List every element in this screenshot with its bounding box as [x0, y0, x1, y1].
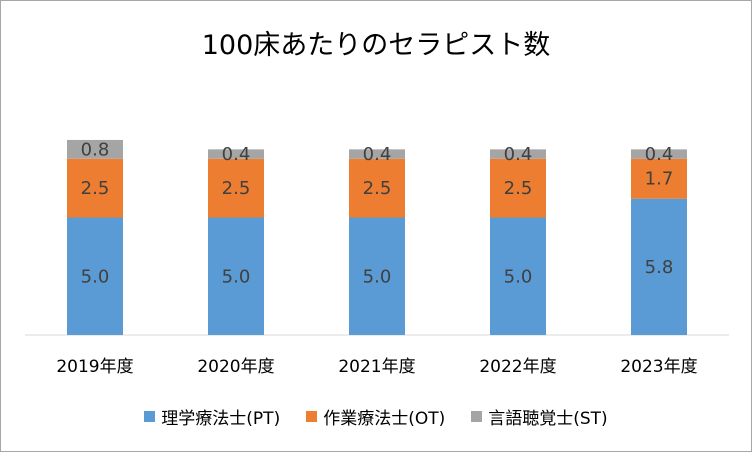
- bar-segment: [490, 149, 546, 159]
- bar-segment: [208, 217, 264, 335]
- bar-segment: [67, 217, 123, 335]
- bar-segment: [67, 139, 123, 159]
- data-label: 2.5: [81, 178, 110, 199]
- data-label: 2.5: [222, 178, 251, 199]
- bar-segment: [349, 158, 405, 218]
- bar-segment: [490, 158, 546, 218]
- legend-swatch: [471, 411, 483, 422]
- legend-item: 言語聴覚士(ST): [471, 404, 608, 429]
- legend-item: 作業療法士(OT): [306, 404, 445, 429]
- data-label: 0.4: [504, 144, 533, 165]
- data-label: 2.5: [363, 178, 392, 199]
- legend-swatch: [306, 411, 318, 422]
- legend-swatch: [144, 411, 156, 422]
- legend-label: 作業療法士(OT): [323, 409, 446, 429]
- x-tick-label: 2019年度: [56, 357, 133, 377]
- bar-segment: [208, 149, 264, 159]
- bar-segment: [349, 217, 405, 335]
- plot-area: 5.0 2.5 0.8 2019年度 5.0 2.5 0.4 2020年度 5.0 2.5 0.4 2…: [25, 139, 729, 377]
- legend-item: 理学療法士(PT): [144, 404, 280, 429]
- legend-label: 言語聴覚士(ST): [488, 409, 608, 429]
- data-label: 5.0: [504, 266, 533, 287]
- bar-segment: [208, 158, 264, 218]
- data-label: 5.0: [222, 266, 251, 287]
- data-label: 1.7: [645, 169, 674, 190]
- bar-segment: [349, 149, 405, 159]
- x-tick-label: 2023年度: [620, 357, 697, 377]
- legend: 理学療法士(PT) 作業療法士(OT) 言語聴覚士(ST): [1, 404, 751, 429]
- bar-segment: [490, 217, 546, 335]
- legend-label: 理学療法士(PT): [161, 409, 281, 429]
- data-label: 0.4: [222, 144, 251, 165]
- x-tick-label: 2021年度: [338, 357, 415, 377]
- data-label: 2.5: [504, 178, 533, 199]
- data-label: 5.0: [81, 266, 110, 287]
- x-tick-label: 2022年度: [479, 357, 556, 377]
- data-label: 0.4: [645, 144, 674, 165]
- chart-title: 100床あたりのセラピスト数: [201, 30, 551, 61]
- bar-segment: [631, 158, 687, 199]
- data-label: 5.8: [645, 257, 674, 278]
- data-label: 0.8: [81, 139, 110, 160]
- bar-segment: [631, 198, 687, 335]
- data-label: 5.0: [363, 266, 392, 287]
- data-label: 0.4: [363, 144, 392, 165]
- bar-segment: [67, 158, 123, 218]
- bar-segment: [631, 149, 687, 159]
- x-tick-label: 2020年度: [197, 357, 274, 377]
